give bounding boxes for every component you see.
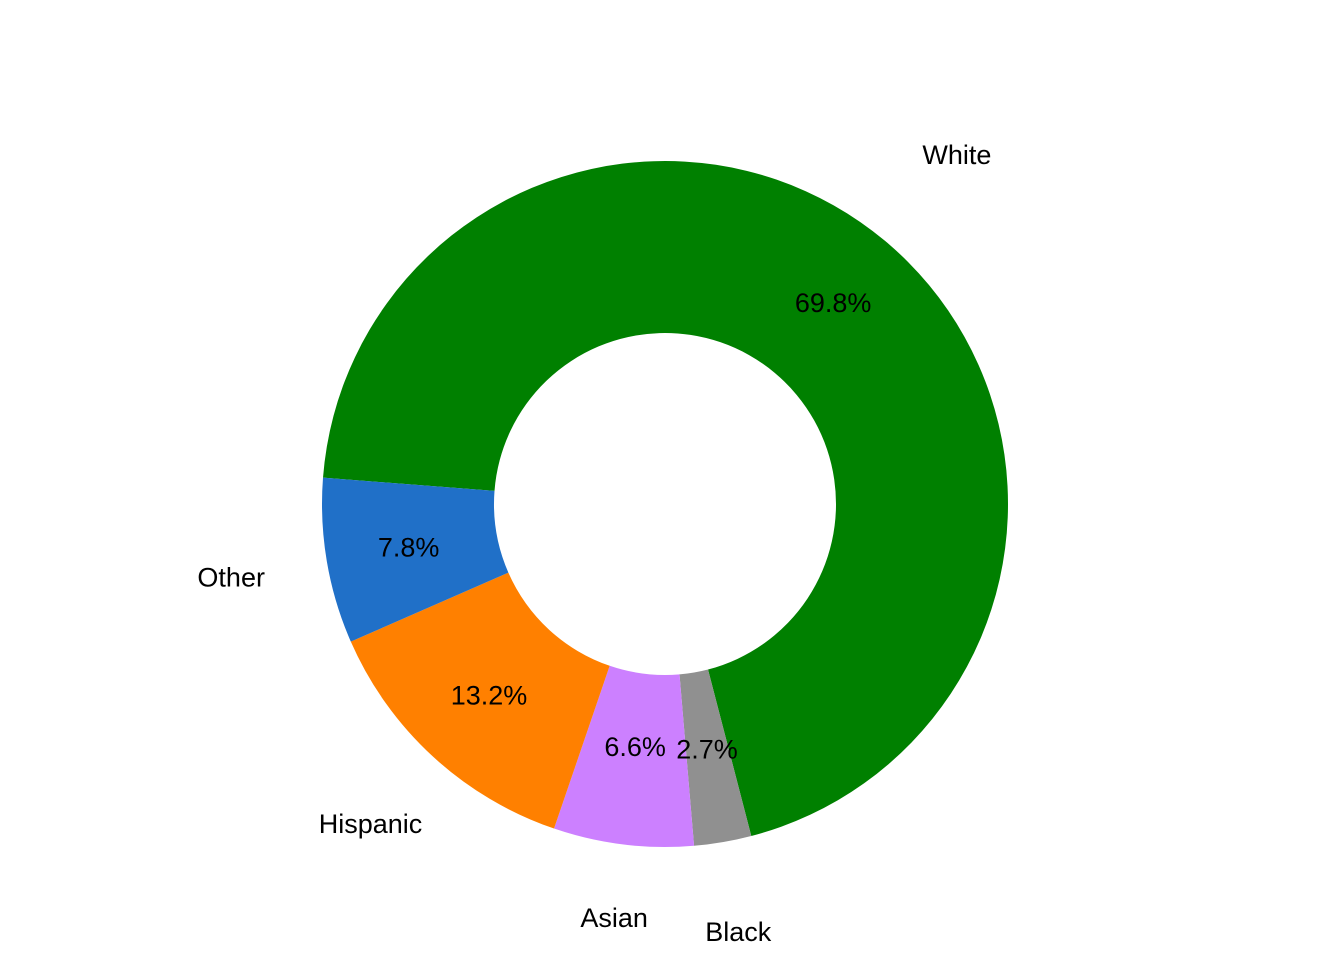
category-label-other: Other [197,563,265,593]
slice-hispanic [350,572,610,829]
category-label-black: Black [705,917,772,947]
slice-asian [554,665,695,847]
percent-label-other: 7.8% [378,532,440,562]
slice-other [322,477,509,642]
percent-labels-layer: 69.8% 2.7% 6.6% 13.2% 7.8% [378,288,872,764]
category-labels-layer: White Black Asian Hispanic Other [197,140,991,947]
category-label-hispanic: Hispanic [319,809,423,839]
slice-black [679,669,752,846]
percent-label-white: 69.8% [795,288,872,318]
slices-layer [322,161,1009,847]
percent-label-black: 2.7% [676,734,738,764]
category-label-white: White [922,140,991,170]
slice-white [323,161,1009,836]
percent-label-hispanic: 13.2% [451,680,528,710]
category-label-asian: Asian [580,903,648,933]
percent-label-asian: 6.6% [604,732,666,762]
